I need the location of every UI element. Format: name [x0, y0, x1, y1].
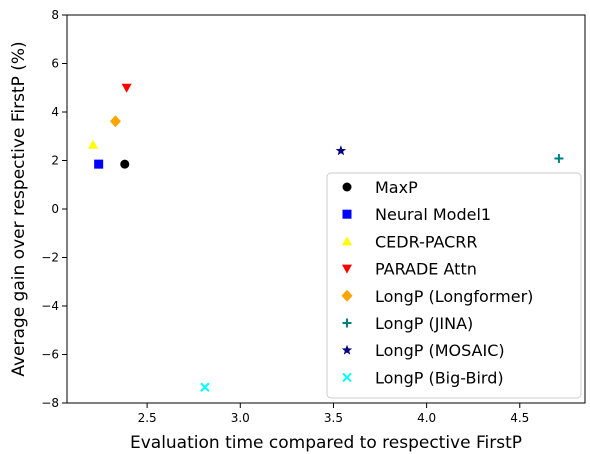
y-tick-label: −6 — [41, 348, 59, 362]
legend-label: MaxP — [375, 178, 418, 197]
legend-label: LongP (Longformer) — [375, 287, 533, 306]
legend-box — [326, 172, 582, 399]
x-tick-label: 4.5 — [510, 411, 529, 425]
x-tick-label: 3.5 — [324, 411, 343, 425]
y-tick-label: −4 — [41, 299, 59, 313]
y-tick-label: 4 — [51, 105, 59, 119]
y-axis-label: Average gain over respective FirstP (%) — [9, 41, 29, 376]
y-tick-label: 0 — [51, 202, 59, 216]
x-tick-label: 4.0 — [417, 411, 436, 425]
legend-label: LongP (JINA) — [375, 314, 473, 333]
legend-marker — [342, 318, 352, 328]
y-tick-label: 8 — [51, 8, 59, 22]
legend-marker — [342, 372, 352, 383]
legend-marker — [342, 182, 352, 192]
x-tick-label: 3.0 — [231, 411, 250, 425]
legend-label: PARADE Attn — [375, 260, 477, 279]
data-points — [88, 83, 564, 392]
legend-label: LongP (MOSAIC) — [375, 341, 505, 360]
x-axis-ticks: 2.5 3.0 3.5 4.0 4.5 — [138, 403, 529, 425]
x-tick-label: 2.5 — [138, 411, 157, 425]
data-point — [121, 83, 132, 93]
data-point — [335, 145, 347, 156]
data-point — [94, 159, 104, 169]
legend-marker — [342, 209, 352, 219]
data-point — [88, 139, 99, 149]
legend-label: LongP (Big-Bird) — [375, 368, 504, 387]
legend: MaxP Neural Model1 CEDR-PACRR PARADE Attn Lo… — [326, 172, 582, 399]
y-tick-label: 2 — [51, 154, 59, 168]
legend-marker — [342, 264, 352, 274]
legend-marker — [342, 236, 352, 246]
y-tick-label: 6 — [51, 57, 59, 71]
legend-marker — [341, 344, 353, 355]
y-tick-label: −8 — [41, 396, 59, 410]
y-tick-label: −2 — [41, 251, 59, 265]
data-point — [200, 382, 210, 392]
x-axis-label: Evaluation time compared to respective F… — [130, 433, 522, 453]
legend-marker — [341, 289, 353, 302]
legend-label: CEDR-PACRR — [375, 232, 478, 251]
data-point — [554, 154, 564, 164]
data-point — [120, 159, 130, 169]
y-axis-ticks: −8 −6 −4 −2 0 2 4 6 8 — [41, 8, 67, 410]
data-point — [109, 115, 121, 128]
legend-label: Neural Model1 — [375, 205, 491, 224]
